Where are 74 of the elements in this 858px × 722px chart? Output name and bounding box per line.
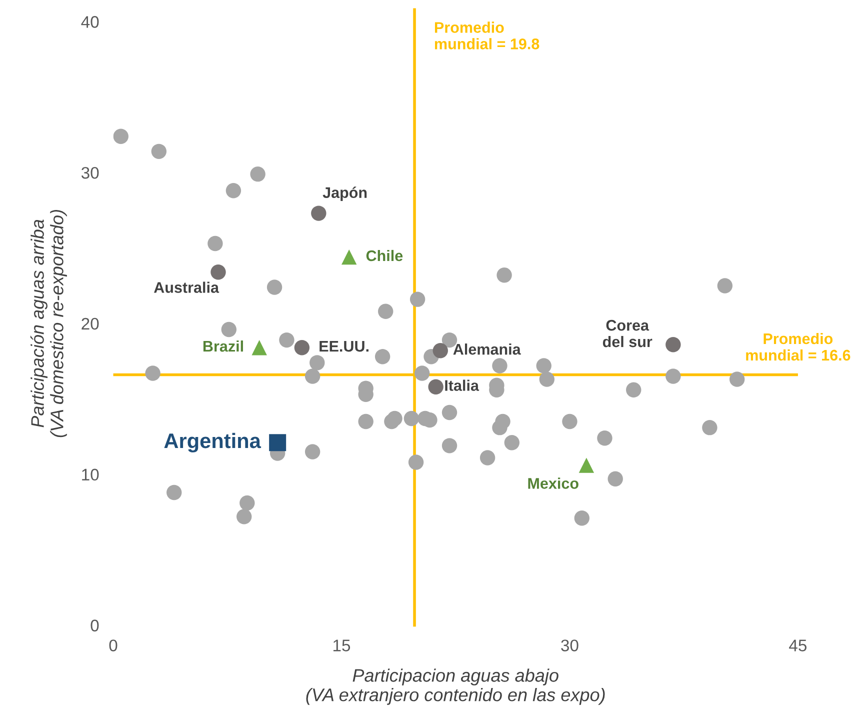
point [442, 404, 458, 420]
point [358, 414, 374, 430]
point [717, 278, 733, 294]
series-label: Australia [154, 282, 220, 293]
point [266, 280, 282, 295]
y-tick-label: 0 [90, 620, 99, 632]
point [221, 322, 236, 338]
point [496, 268, 512, 283]
point [250, 166, 266, 182]
point [304, 444, 320, 460]
series-label: Mexico [528, 478, 578, 489]
point [113, 128, 128, 144]
point [341, 249, 357, 265]
ref-line-label: Promedio mundial = 16.6 [746, 332, 850, 361]
point [574, 510, 590, 526]
point [387, 410, 402, 426]
series-label: Alemania [453, 343, 521, 355]
point [492, 358, 508, 374]
series-label: EE.UU. [320, 341, 368, 352]
series-label: Chile [366, 250, 403, 262]
point [279, 332, 294, 348]
point [208, 236, 223, 252]
y-tick-label: 10 [82, 468, 99, 481]
point [597, 430, 612, 446]
point [151, 144, 167, 160]
point [304, 368, 320, 384]
point [492, 420, 508, 436]
point [294, 340, 310, 356]
point [626, 382, 642, 398]
x-axis-title: Participacion aguas abajo (VA extranjero contenido en las expo) [306, 668, 605, 705]
point [378, 304, 394, 319]
point [442, 438, 458, 454]
point [539, 372, 554, 387]
point [480, 450, 496, 466]
y-tick-label: 20 [82, 318, 99, 330]
point [408, 454, 424, 470]
point [432, 343, 448, 358]
point [578, 458, 594, 473]
point [226, 183, 242, 198]
point [504, 435, 520, 450]
point [210, 264, 226, 280]
point [236, 509, 252, 524]
point [428, 379, 444, 394]
point [240, 495, 255, 511]
x-tick-label: 45 [789, 640, 807, 652]
series-label: Argentina [164, 432, 262, 452]
point [729, 372, 745, 387]
point [666, 368, 681, 384]
y-tick-label: 30 [81, 166, 99, 179]
x-tick-label: 15 [333, 640, 350, 652]
series-label: Corea del sur [602, 320, 652, 348]
point [145, 366, 160, 381]
ref-line-label: Promedio mundial = 19.8 [434, 22, 540, 50]
point [414, 366, 430, 381]
point [311, 206, 326, 221]
point [252, 340, 267, 356]
point [702, 420, 718, 436]
x-tick-label: 0 [109, 640, 118, 652]
series-label: Brazil [203, 340, 243, 352]
point [666, 336, 681, 352]
point [562, 414, 578, 430]
x-tick-label: 30 [561, 640, 578, 652]
y-axis-title: Participación aguas arriba (VA domestico re-exportado) [30, 210, 67, 438]
point [374, 349, 390, 364]
point [310, 355, 325, 370]
point [608, 471, 623, 486]
point [269, 434, 286, 452]
point [410, 292, 426, 307]
point [166, 484, 182, 500]
series-label: Italia [445, 380, 480, 391]
y-tick-label: 40 [81, 16, 99, 28]
point [404, 410, 420, 426]
point [536, 358, 552, 374]
series-label: Japón [322, 186, 367, 202]
